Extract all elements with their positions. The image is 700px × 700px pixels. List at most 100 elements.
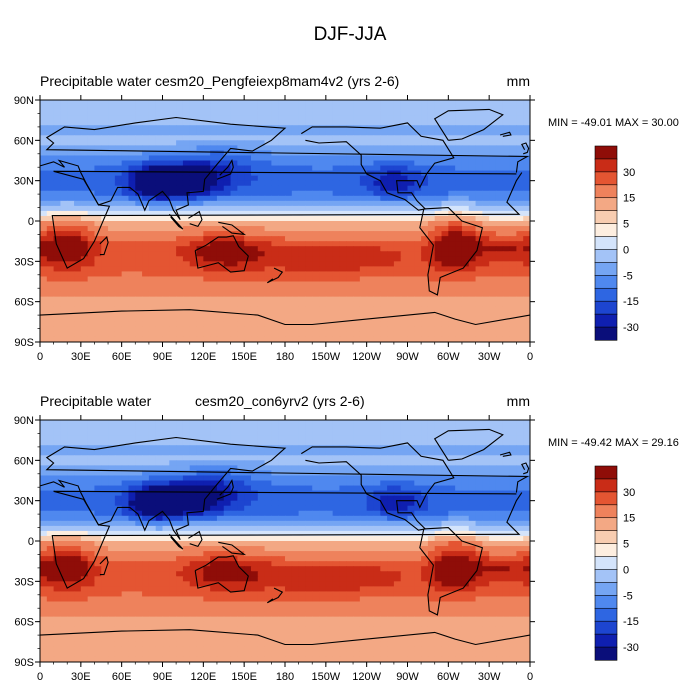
field-cell xyxy=(162,445,170,451)
field-cell xyxy=(489,226,497,232)
field-cell xyxy=(434,251,443,257)
field-cell xyxy=(509,316,517,323)
field-cell xyxy=(87,500,96,507)
field-cell xyxy=(271,311,279,318)
field-cell xyxy=(380,420,388,426)
field-cell xyxy=(148,271,157,278)
field-cell xyxy=(434,105,443,111)
panel-1-x-tick-label: 120W xyxy=(352,351,381,363)
field-cell xyxy=(155,505,164,512)
field-cell xyxy=(169,125,177,131)
field-cell xyxy=(285,460,293,466)
field-cell xyxy=(339,470,347,477)
field-cell xyxy=(271,430,279,436)
field-cell xyxy=(489,510,497,517)
field-cell xyxy=(101,175,109,182)
field-cell xyxy=(230,221,238,227)
field-cell xyxy=(230,140,238,146)
field-cell xyxy=(223,450,232,456)
field-cell xyxy=(230,430,238,436)
field-cell xyxy=(434,120,443,126)
field-cell xyxy=(74,110,82,116)
field-cell xyxy=(223,165,232,172)
field-cell xyxy=(305,261,313,267)
field-cell xyxy=(516,440,524,446)
field-cell xyxy=(94,100,102,106)
field-cell xyxy=(373,276,381,283)
field-cell xyxy=(257,165,266,172)
field-cell xyxy=(346,140,354,146)
field-cell xyxy=(40,130,48,136)
field-cell xyxy=(325,140,334,146)
field-cell xyxy=(189,160,198,167)
field-cell xyxy=(148,125,157,131)
field-cell xyxy=(244,135,252,141)
field-cell xyxy=(189,420,198,426)
field-cell xyxy=(67,100,75,106)
field-cell xyxy=(407,105,415,111)
field-cell xyxy=(148,251,157,257)
field-cell xyxy=(516,241,524,247)
field-cell xyxy=(455,241,463,247)
field-cell xyxy=(400,510,409,517)
field-cell xyxy=(509,241,517,247)
field-cell xyxy=(516,465,524,472)
field-cell xyxy=(448,110,456,116)
field-cell xyxy=(346,231,354,237)
field-cell xyxy=(468,281,477,288)
field-cell xyxy=(278,185,286,192)
field-cell xyxy=(325,510,334,517)
field-cell xyxy=(87,505,96,512)
field-cell xyxy=(427,190,436,197)
field-cell xyxy=(135,460,143,466)
field-cell xyxy=(40,140,48,146)
field-cell xyxy=(162,175,170,182)
field-cell xyxy=(257,430,266,436)
field-cell xyxy=(421,460,429,466)
field-cell xyxy=(40,455,48,461)
field-cell xyxy=(169,276,177,283)
field-cell xyxy=(128,495,136,502)
field-cell xyxy=(434,226,443,232)
field-cell xyxy=(448,450,456,456)
field-cell xyxy=(162,316,170,323)
field-cell xyxy=(325,321,334,328)
field-cell xyxy=(135,155,143,162)
field-cell xyxy=(475,301,483,308)
field-cell xyxy=(421,321,429,328)
field-cell xyxy=(319,480,327,487)
field-cell xyxy=(94,125,102,131)
field-cell xyxy=(244,236,252,242)
field-cell xyxy=(291,236,300,242)
field-cell xyxy=(271,165,279,172)
field-cell xyxy=(155,125,164,131)
field-cell xyxy=(257,311,266,318)
field-cell xyxy=(250,195,259,202)
field-cell xyxy=(298,155,307,162)
field-cell xyxy=(421,296,429,303)
field-cell xyxy=(196,425,204,431)
field-cell xyxy=(155,490,164,497)
field-cell xyxy=(189,291,198,298)
field-cell xyxy=(121,495,130,502)
field-cell xyxy=(346,276,354,283)
field-cell xyxy=(230,455,238,461)
field-cell xyxy=(359,180,368,187)
field-cell xyxy=(427,231,436,237)
field-cell xyxy=(421,160,429,167)
field-cell xyxy=(468,231,477,237)
field-cell xyxy=(427,435,436,441)
field-cell xyxy=(353,500,361,507)
field-cell xyxy=(441,241,449,247)
field-cell xyxy=(373,115,381,121)
field-cell xyxy=(250,170,259,177)
field-cell xyxy=(121,246,130,252)
colorbar-swatch xyxy=(594,171,618,186)
field-cell xyxy=(257,195,266,202)
field-cell xyxy=(407,291,415,298)
field-cell xyxy=(441,190,449,197)
field-cell xyxy=(203,200,211,207)
field-cell xyxy=(366,110,375,116)
field-cell xyxy=(489,291,497,298)
field-cell xyxy=(359,450,368,456)
